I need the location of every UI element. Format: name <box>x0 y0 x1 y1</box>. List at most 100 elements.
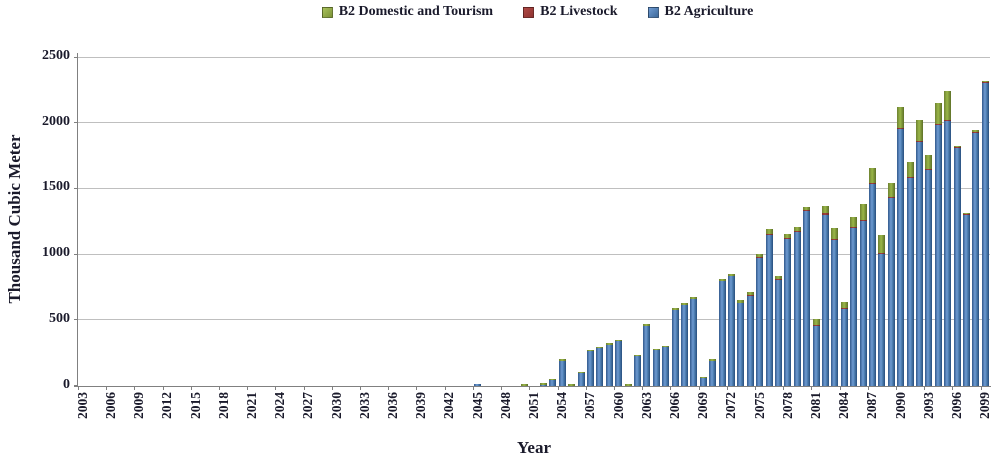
bar-2088-livestock <box>878 253 886 255</box>
x-tick-mark <box>670 386 672 390</box>
x-tick-label-2090: 2090 <box>892 392 908 419</box>
bar-2069-agriculture <box>699 378 707 386</box>
x-axis-line <box>74 385 991 387</box>
bar-2094-livestock <box>934 123 942 125</box>
x-tick-label-2045: 2045 <box>469 392 485 419</box>
x-tick-mark <box>444 386 446 390</box>
bar-2077-agriculture <box>774 279 782 386</box>
y-tick-mark <box>74 253 78 255</box>
bar-2078-livestock <box>784 237 792 239</box>
x-tick-mark <box>247 386 249 390</box>
bar-2085-livestock <box>850 227 858 229</box>
x-tick-label-2096: 2096 <box>949 392 965 419</box>
bar-2080-livestock <box>803 209 811 211</box>
bar-2060-agriculture <box>615 340 623 386</box>
bar-2065-domestic <box>662 346 670 348</box>
bar-2072-agriculture <box>727 276 735 386</box>
bar-2095-livestock <box>944 119 952 121</box>
bar-2091-domestic <box>906 162 914 177</box>
bar-2085-agriculture <box>850 228 858 386</box>
bar-2079-livestock <box>793 231 801 233</box>
bar-2059-domestic <box>605 343 613 345</box>
x-tick-label-2069: 2069 <box>695 392 711 419</box>
bar-2096-livestock <box>953 147 961 149</box>
gridline-2000 <box>78 122 990 124</box>
bar-2097-agriculture <box>962 215 970 386</box>
bar-2068-agriculture <box>690 299 698 386</box>
legend-item-livestock: B2 Livestock <box>523 4 618 20</box>
bar-2084-agriculture <box>840 308 848 386</box>
bar-2083-livestock <box>831 238 839 240</box>
legend-swatch-agriculture-icon <box>647 6 659 18</box>
x-tick-mark <box>162 386 164 390</box>
bar-2074-livestock <box>746 295 754 297</box>
bar-2082-domestic <box>821 205 829 214</box>
x-tick-label-2075: 2075 <box>751 392 767 419</box>
bar-2075-livestock <box>756 257 764 259</box>
bar-2097-domestic <box>962 213 970 215</box>
bar-2067-domestic <box>680 302 688 305</box>
bar-2076-domestic <box>765 228 773 235</box>
bar-2066-domestic <box>671 307 679 310</box>
bar-2058-domestic <box>596 346 604 349</box>
bar-2063-domestic <box>643 324 651 326</box>
bar-2092-livestock <box>915 140 923 142</box>
bar-2053-agriculture <box>549 380 557 386</box>
bar-2072-domestic <box>727 273 735 277</box>
y-tick-label: 500 <box>49 310 70 326</box>
bar-2055-domestic <box>568 384 576 386</box>
x-tick-label-2099: 2099 <box>977 392 993 419</box>
bar-2082-livestock <box>821 213 829 215</box>
gridline-2500 <box>78 56 990 58</box>
bar-2090-livestock <box>897 127 905 130</box>
bar-2060-domestic <box>615 339 623 341</box>
plot-area <box>74 53 990 390</box>
gridline-500 <box>78 319 990 321</box>
bar-2054-agriculture <box>558 360 566 386</box>
bar-2067-agriculture <box>680 304 688 386</box>
bar-2089-domestic <box>887 182 895 197</box>
x-tick-mark <box>698 386 700 390</box>
bar-2093-domestic <box>925 154 933 170</box>
bar-2070-domestic <box>709 359 717 361</box>
x-tick-label-2039: 2039 <box>413 392 429 419</box>
bar-2089-agriculture <box>887 198 895 386</box>
x-tick-label-2036: 2036 <box>384 392 400 419</box>
x-tick-mark <box>106 386 108 390</box>
bar-2075-domestic <box>756 253 764 258</box>
x-tick-mark <box>839 386 841 390</box>
bar-2062-domestic <box>633 354 641 356</box>
bar-2092-agriculture <box>915 141 923 386</box>
x-tick-label-2018: 2018 <box>215 392 231 419</box>
y-tick-mark <box>74 319 78 321</box>
bar-2079-agriculture <box>793 232 801 386</box>
bar-2095-agriculture <box>944 120 952 386</box>
x-tick-label-2003: 2003 <box>74 392 90 419</box>
bar-2081-agriculture <box>812 326 820 386</box>
x-tick-mark <box>219 386 221 390</box>
x-tick-mark <box>726 386 728 390</box>
x-tick-label-2066: 2066 <box>667 392 683 419</box>
x-tick-mark <box>275 386 277 390</box>
bar-2091-livestock <box>906 176 914 178</box>
bar-2080-domestic <box>803 207 811 210</box>
y-tick-mark <box>74 56 78 58</box>
bar-2085-domestic <box>850 216 858 228</box>
x-tick-mark <box>754 386 756 390</box>
x-tick-label-2021: 2021 <box>243 392 259 419</box>
legend-label: B2 Domestic and Tourism <box>338 4 494 19</box>
x-tick-mark <box>360 386 362 390</box>
bar-2083-agriculture <box>831 239 839 386</box>
bar-2061-domestic <box>624 384 632 386</box>
bar-2064-agriculture <box>652 350 660 386</box>
bar-2050-domestic <box>521 384 529 386</box>
x-tick-mark <box>416 386 418 390</box>
bar-2073-agriculture <box>737 302 745 386</box>
legend-swatch-livestock-icon <box>523 6 535 18</box>
bar-2074-domestic <box>746 291 754 296</box>
bar-2071-domestic <box>718 278 726 282</box>
bar-2052-domestic <box>539 383 547 385</box>
x-tick-label-2093: 2093 <box>920 392 936 419</box>
legend-label: B2 Agriculture <box>664 4 754 19</box>
